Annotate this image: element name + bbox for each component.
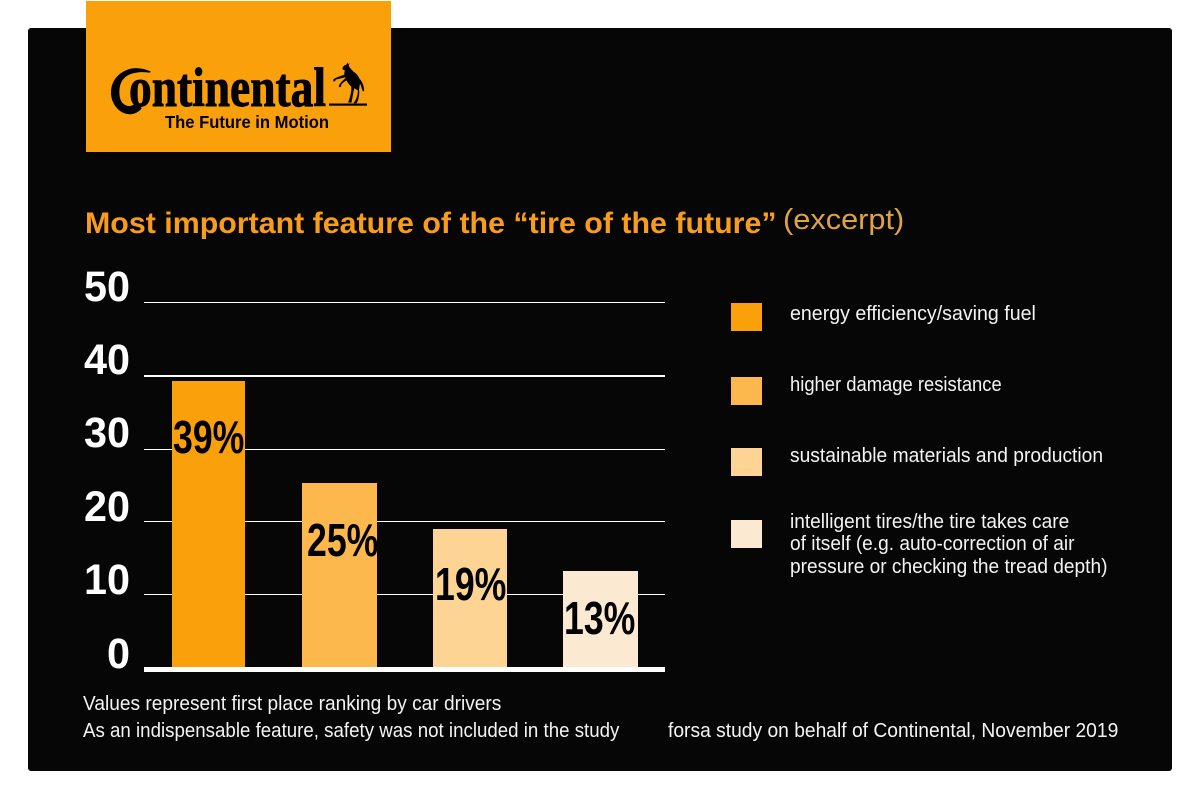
svg-text:The Future in Motion: The Future in Motion <box>165 112 329 132</box>
svg-text:ontinental: ontinental <box>129 57 326 118</box>
